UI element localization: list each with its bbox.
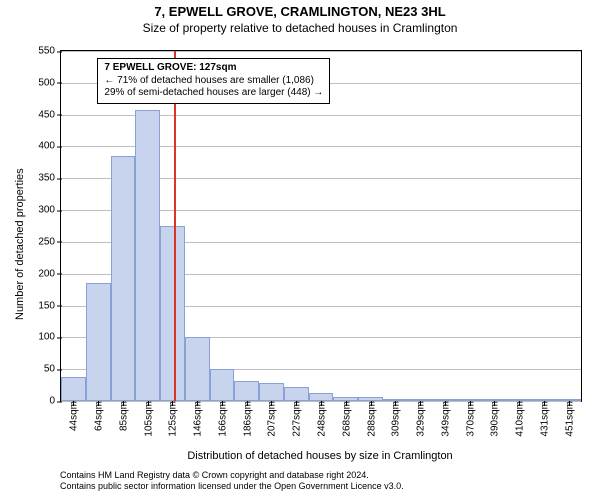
y-tick-label: 200 <box>38 268 61 279</box>
histogram-bar <box>185 337 210 401</box>
x-tick-label: 390sqm <box>488 401 501 437</box>
x-tick-label: 288sqm <box>364 401 377 437</box>
histogram-bar <box>61 377 86 401</box>
footer-line-2: Contains public sector information licen… <box>60 481 404 492</box>
chart-subtitle: Size of property relative to detached ho… <box>0 21 600 35</box>
histogram-bar <box>160 226 185 401</box>
x-tick-label: 309sqm <box>389 401 402 437</box>
property-marker-line <box>174 51 176 401</box>
y-tick-label: 100 <box>38 332 61 343</box>
y-tick-label: 550 <box>38 46 61 57</box>
histogram-bar <box>86 283 111 401</box>
y-tick-label: 500 <box>38 77 61 88</box>
chart-title: 7, EPWELL GROVE, CRAMLINGTON, NE23 3HL <box>0 4 600 19</box>
footer-line-1: Contains HM Land Registry data © Crown c… <box>60 470 404 481</box>
annotation-line: 7 EPWELL GROVE: 127sqm <box>104 62 323 75</box>
y-tick-label: 300 <box>38 205 61 216</box>
y-tick-label: 450 <box>38 109 61 120</box>
x-tick-label: 431sqm <box>537 401 550 437</box>
x-tick-label: 349sqm <box>438 401 451 437</box>
y-tick-label: 350 <box>38 173 61 184</box>
histogram-bar <box>234 381 259 401</box>
annotation-line: ← 71% of detached houses are smaller (1,… <box>104 75 323 88</box>
x-tick-label: 227sqm <box>290 401 303 437</box>
x-tick-label: 125sqm <box>166 401 179 437</box>
x-tick-label: 329sqm <box>414 401 427 437</box>
y-tick-label: 150 <box>38 300 61 311</box>
x-tick-label: 146sqm <box>191 401 204 437</box>
x-tick-label: 105sqm <box>141 401 154 437</box>
y-tick-label: 0 <box>49 396 61 407</box>
histogram-bar <box>309 393 334 401</box>
x-tick-label: 166sqm <box>215 401 228 437</box>
histogram-bar <box>111 156 136 401</box>
annotation-line: 29% of semi-detached houses are larger (… <box>104 87 323 100</box>
x-axis-label: Distribution of detached houses by size … <box>60 450 580 462</box>
x-tick-label: 248sqm <box>315 401 328 437</box>
footer-attribution: Contains HM Land Registry data © Crown c… <box>60 470 404 492</box>
histogram-bar <box>210 369 235 401</box>
x-tick-label: 64sqm <box>92 401 105 431</box>
y-tick-label: 50 <box>44 364 61 375</box>
figure: { "layout": { "width": 600, "height": 50… <box>0 4 600 504</box>
x-tick-label: 207sqm <box>265 401 278 437</box>
plot-area: 05010015020025030035040045050055044sqm64… <box>60 50 582 402</box>
x-tick-label: 451sqm <box>562 401 575 437</box>
x-tick-label: 44sqm <box>67 401 80 431</box>
x-tick-label: 186sqm <box>240 401 253 437</box>
annotation-box: 7 EPWELL GROVE: 127sqm← 71% of detached … <box>97 58 330 104</box>
x-tick-label: 268sqm <box>339 401 352 437</box>
x-tick-label: 85sqm <box>116 401 129 431</box>
gridline <box>61 51 581 52</box>
x-tick-label: 410sqm <box>513 401 526 437</box>
histogram-bar <box>259 383 284 401</box>
y-tick-label: 250 <box>38 236 61 247</box>
y-tick-label: 400 <box>38 141 61 152</box>
histogram-bar <box>284 387 309 401</box>
y-axis-label: Number of detached properties <box>14 168 26 320</box>
x-tick-label: 370sqm <box>463 401 476 437</box>
histogram-bar <box>135 110 160 401</box>
